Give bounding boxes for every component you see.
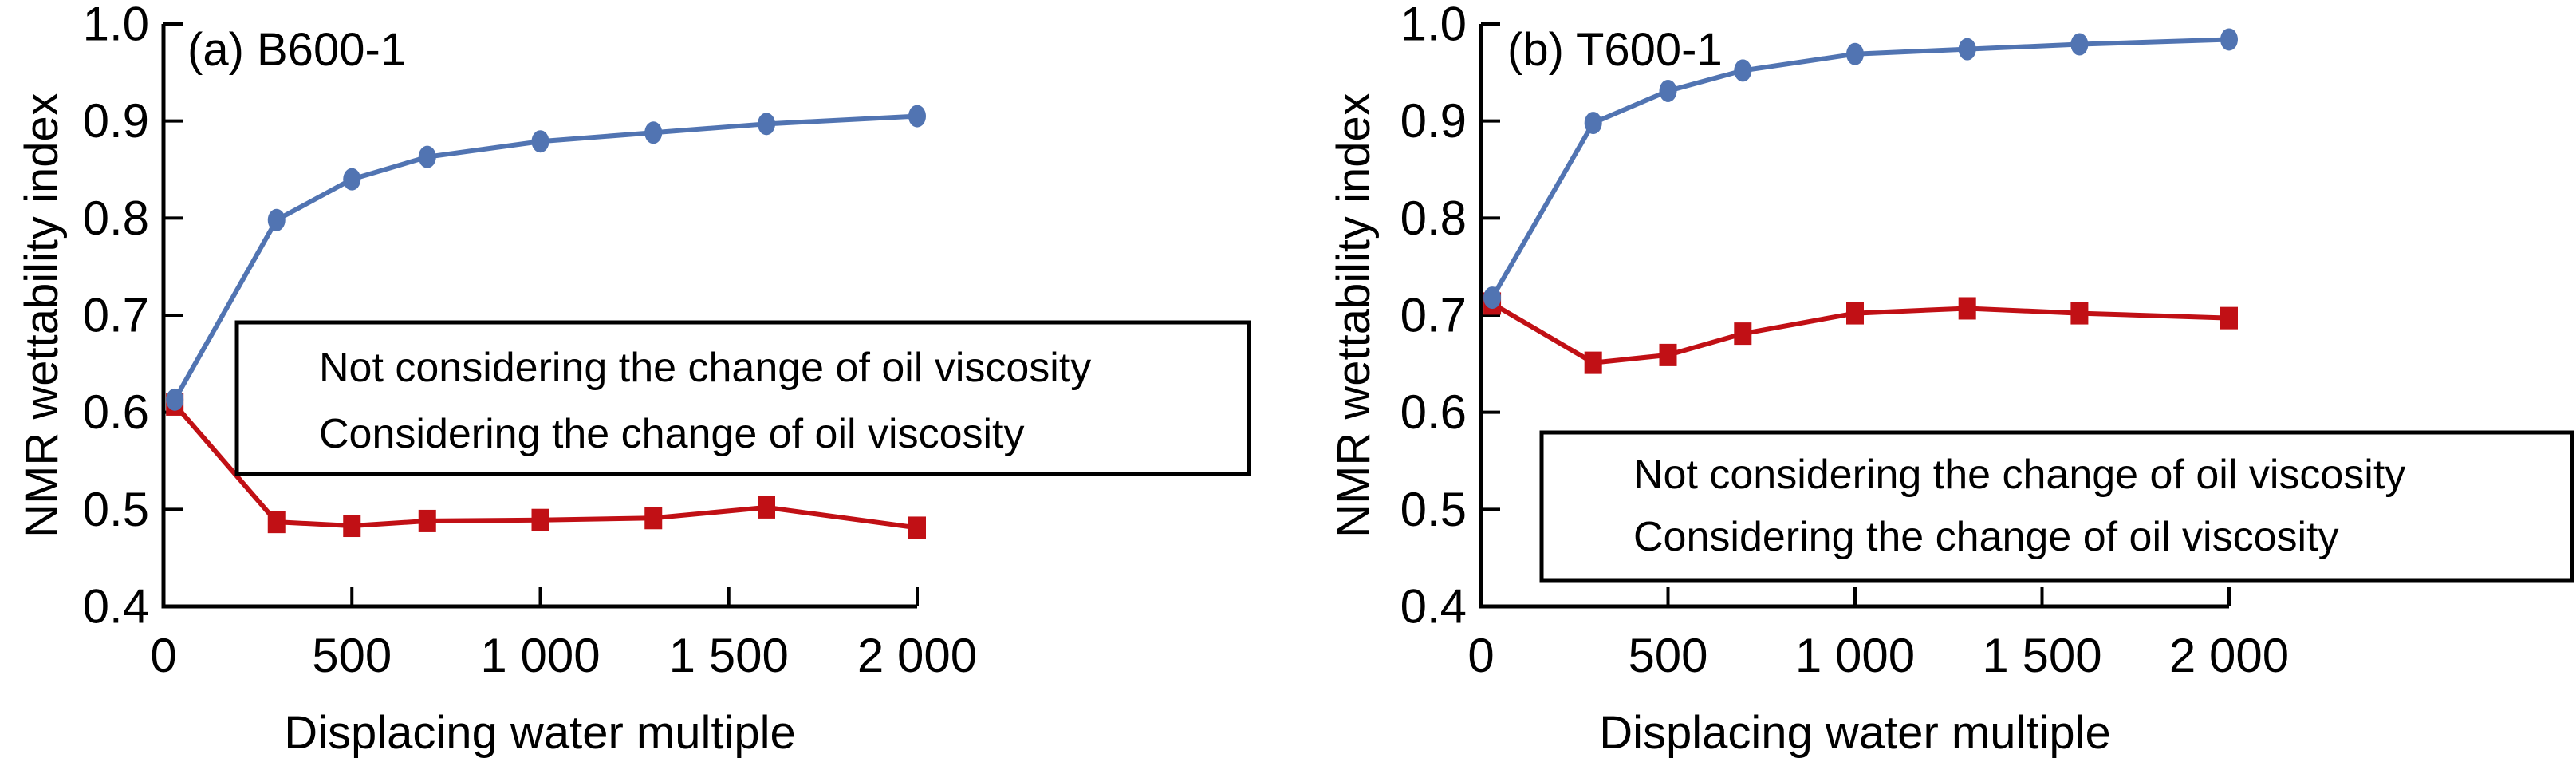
- data-point-circle: [2070, 33, 2089, 56]
- data-point-square: [758, 496, 775, 519]
- series-line-square: [172, 402, 918, 531]
- data-point-circle: [2220, 28, 2238, 51]
- data-point-circle: [267, 208, 286, 231]
- data-point-circle: [531, 130, 549, 153]
- y-tick-label: 0.8: [83, 192, 149, 245]
- y-tick-label: 0.9: [1400, 94, 1467, 148]
- x-tick-label: 1 500: [1982, 629, 2101, 682]
- data-point-circle: [1483, 286, 1502, 310]
- data-point-square: [1584, 351, 1602, 374]
- data-point-square: [418, 509, 436, 532]
- data-point-circle: [1659, 79, 1677, 102]
- y-tick-label: 0.8: [1400, 192, 1467, 245]
- panel-a-legend-label-considering: Considering the change of oil viscosity: [319, 411, 1024, 457]
- data-point-circle: [1846, 42, 1864, 65]
- x-tick-label: 1 000: [480, 629, 600, 682]
- series-line-circle: [1490, 37, 2230, 299]
- data-point-circle: [418, 145, 436, 168]
- x-tick-label: 1 000: [1795, 629, 1915, 682]
- data-point-square: [2220, 306, 2238, 330]
- data-point-square: [2070, 302, 2089, 325]
- y-tick-label: 0.6: [1400, 385, 1467, 439]
- panel-b-x-axis-title: Displacing water multiple: [1599, 707, 2110, 759]
- data-point-square: [1659, 343, 1677, 366]
- panel-b-legend-label-considering: Considering the change of oil viscosity: [1633, 514, 2338, 560]
- data-point-square: [1958, 297, 1976, 320]
- data-point-square: [267, 511, 286, 534]
- x-tick-label: 2 000: [2169, 629, 2289, 682]
- y-tick-label: 0.7: [83, 289, 149, 342]
- panel-b-title: (b) T600-1: [1507, 24, 1723, 76]
- data-point-square: [644, 507, 663, 530]
- panel-b-y-axis-title: NMR wettability index: [1328, 93, 1380, 538]
- data-point-circle: [1734, 59, 1752, 82]
- panel-b-legend-label-not-considering: Not considering the change of oil viscos…: [1633, 452, 2405, 498]
- y-tick-label: 0.4: [1400, 580, 1467, 634]
- panel-a-title: (a) B600-1: [187, 24, 406, 76]
- y-tick-label: 0.5: [1400, 483, 1467, 536]
- x-tick-label: 0: [1467, 629, 1494, 682]
- data-point-circle: [343, 168, 361, 191]
- panel-a-legend-label-not-considering: Not considering the change of oil viscos…: [319, 345, 1091, 391]
- data-point-circle: [166, 388, 184, 411]
- data-point-square: [1846, 302, 1864, 325]
- data-point-circle: [1958, 38, 1976, 61]
- data-point-square: [531, 508, 549, 531]
- panel-a-y-axis-title: NMR wettability index: [16, 93, 68, 538]
- data-point-square: [908, 516, 926, 539]
- y-tick-label: 1.0: [1400, 0, 1467, 51]
- x-tick-label: 2 000: [857, 629, 977, 682]
- y-tick-label: 0.7: [1400, 289, 1467, 342]
- panel-b-legend-box: [1539, 430, 2574, 583]
- data-point-square: [1734, 322, 1752, 346]
- data-point-square: [343, 515, 361, 538]
- data-point-circle: [1584, 112, 1602, 135]
- x-tick-label: 1 500: [669, 629, 789, 682]
- x-tick-label: 500: [312, 629, 392, 682]
- series-line-square: [1491, 301, 2230, 365]
- y-tick-label: 1.0: [83, 0, 149, 51]
- series-line-circle: [172, 113, 918, 401]
- data-point-circle: [758, 113, 775, 136]
- y-tick-label: 0.6: [83, 385, 149, 439]
- panel-a-x-axis-title: Displacing water multiple: [284, 707, 795, 759]
- data-point-circle: [908, 105, 926, 128]
- data-point-circle: [644, 121, 663, 144]
- panel-a-plot: 0.4 0.5 0.6 0.7 0.8 0.9 1.0 0 500 1 000 1 500 2 000: [83, 0, 978, 682]
- y-tick-label: 0.5: [83, 483, 149, 536]
- x-tick-label: 500: [1628, 629, 1707, 682]
- panel-a-legend-box: [234, 320, 1251, 476]
- x-tick-label: 0: [150, 629, 176, 682]
- y-tick-label: 0.4: [83, 580, 149, 634]
- y-tick-label: 0.9: [83, 94, 149, 148]
- panel-b-plot: 0.4 0.5 0.6 0.7 0.8 0.9 1.0 0 500 1 000 1 500 2 000: [1400, 0, 2290, 682]
